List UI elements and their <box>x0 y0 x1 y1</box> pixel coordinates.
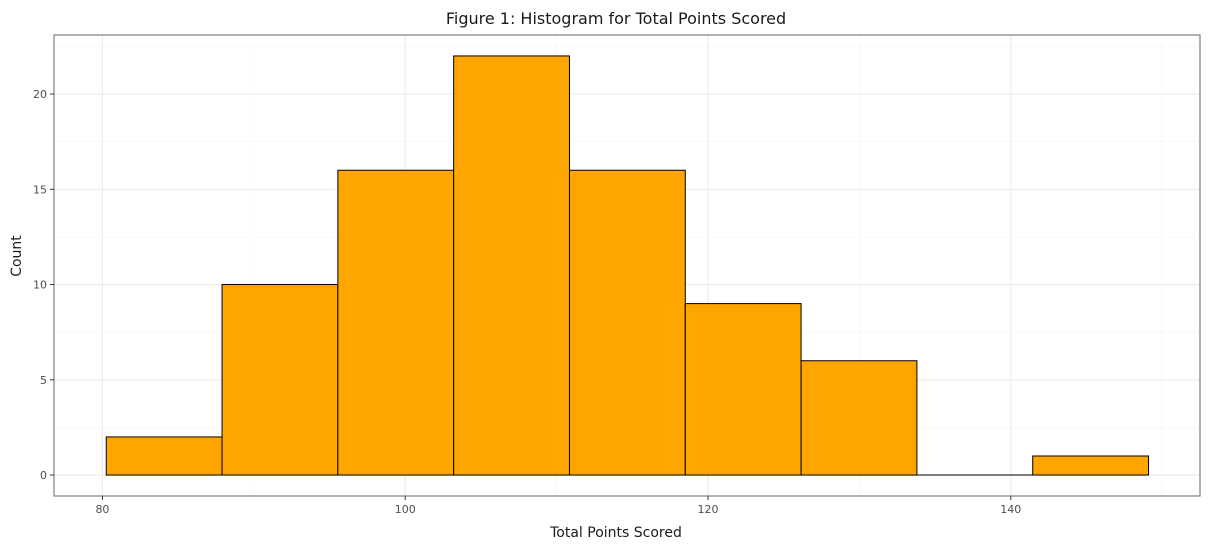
y-tick-label: 0 <box>40 469 47 482</box>
histogram-bar <box>684 303 802 476</box>
chart-title: Figure 1: Histogram for Total Points Sco… <box>446 9 786 28</box>
x-axis-ticks: 80 100 120 140 <box>95 496 1021 516</box>
histogram-bar <box>568 169 686 476</box>
x-axis-title: Total Points Scored <box>549 525 682 541</box>
x-tick-label: 80 <box>95 503 109 516</box>
histogram-bar <box>800 360 918 476</box>
y-axis-ticks: 0 5 10 15 20 <box>33 88 54 482</box>
y-tick-label: 20 <box>33 88 47 101</box>
y-tick-label: 15 <box>33 183 47 196</box>
histogram-bar <box>453 55 570 476</box>
y-tick-label: 10 <box>33 279 47 292</box>
x-tick-label: 120 <box>697 503 718 516</box>
y-tick-label: 5 <box>40 374 47 387</box>
histogram-bar <box>105 436 223 476</box>
x-tick-label: 140 <box>1000 503 1021 516</box>
y-axis-title: Count <box>9 235 25 277</box>
histogram-bar <box>337 169 455 476</box>
x-tick-label: 100 <box>395 503 416 516</box>
histogram-bar <box>1032 455 1150 476</box>
panel-border <box>53 34 1201 497</box>
histogram-bars <box>105 55 1150 476</box>
histogram-bar <box>221 284 339 476</box>
